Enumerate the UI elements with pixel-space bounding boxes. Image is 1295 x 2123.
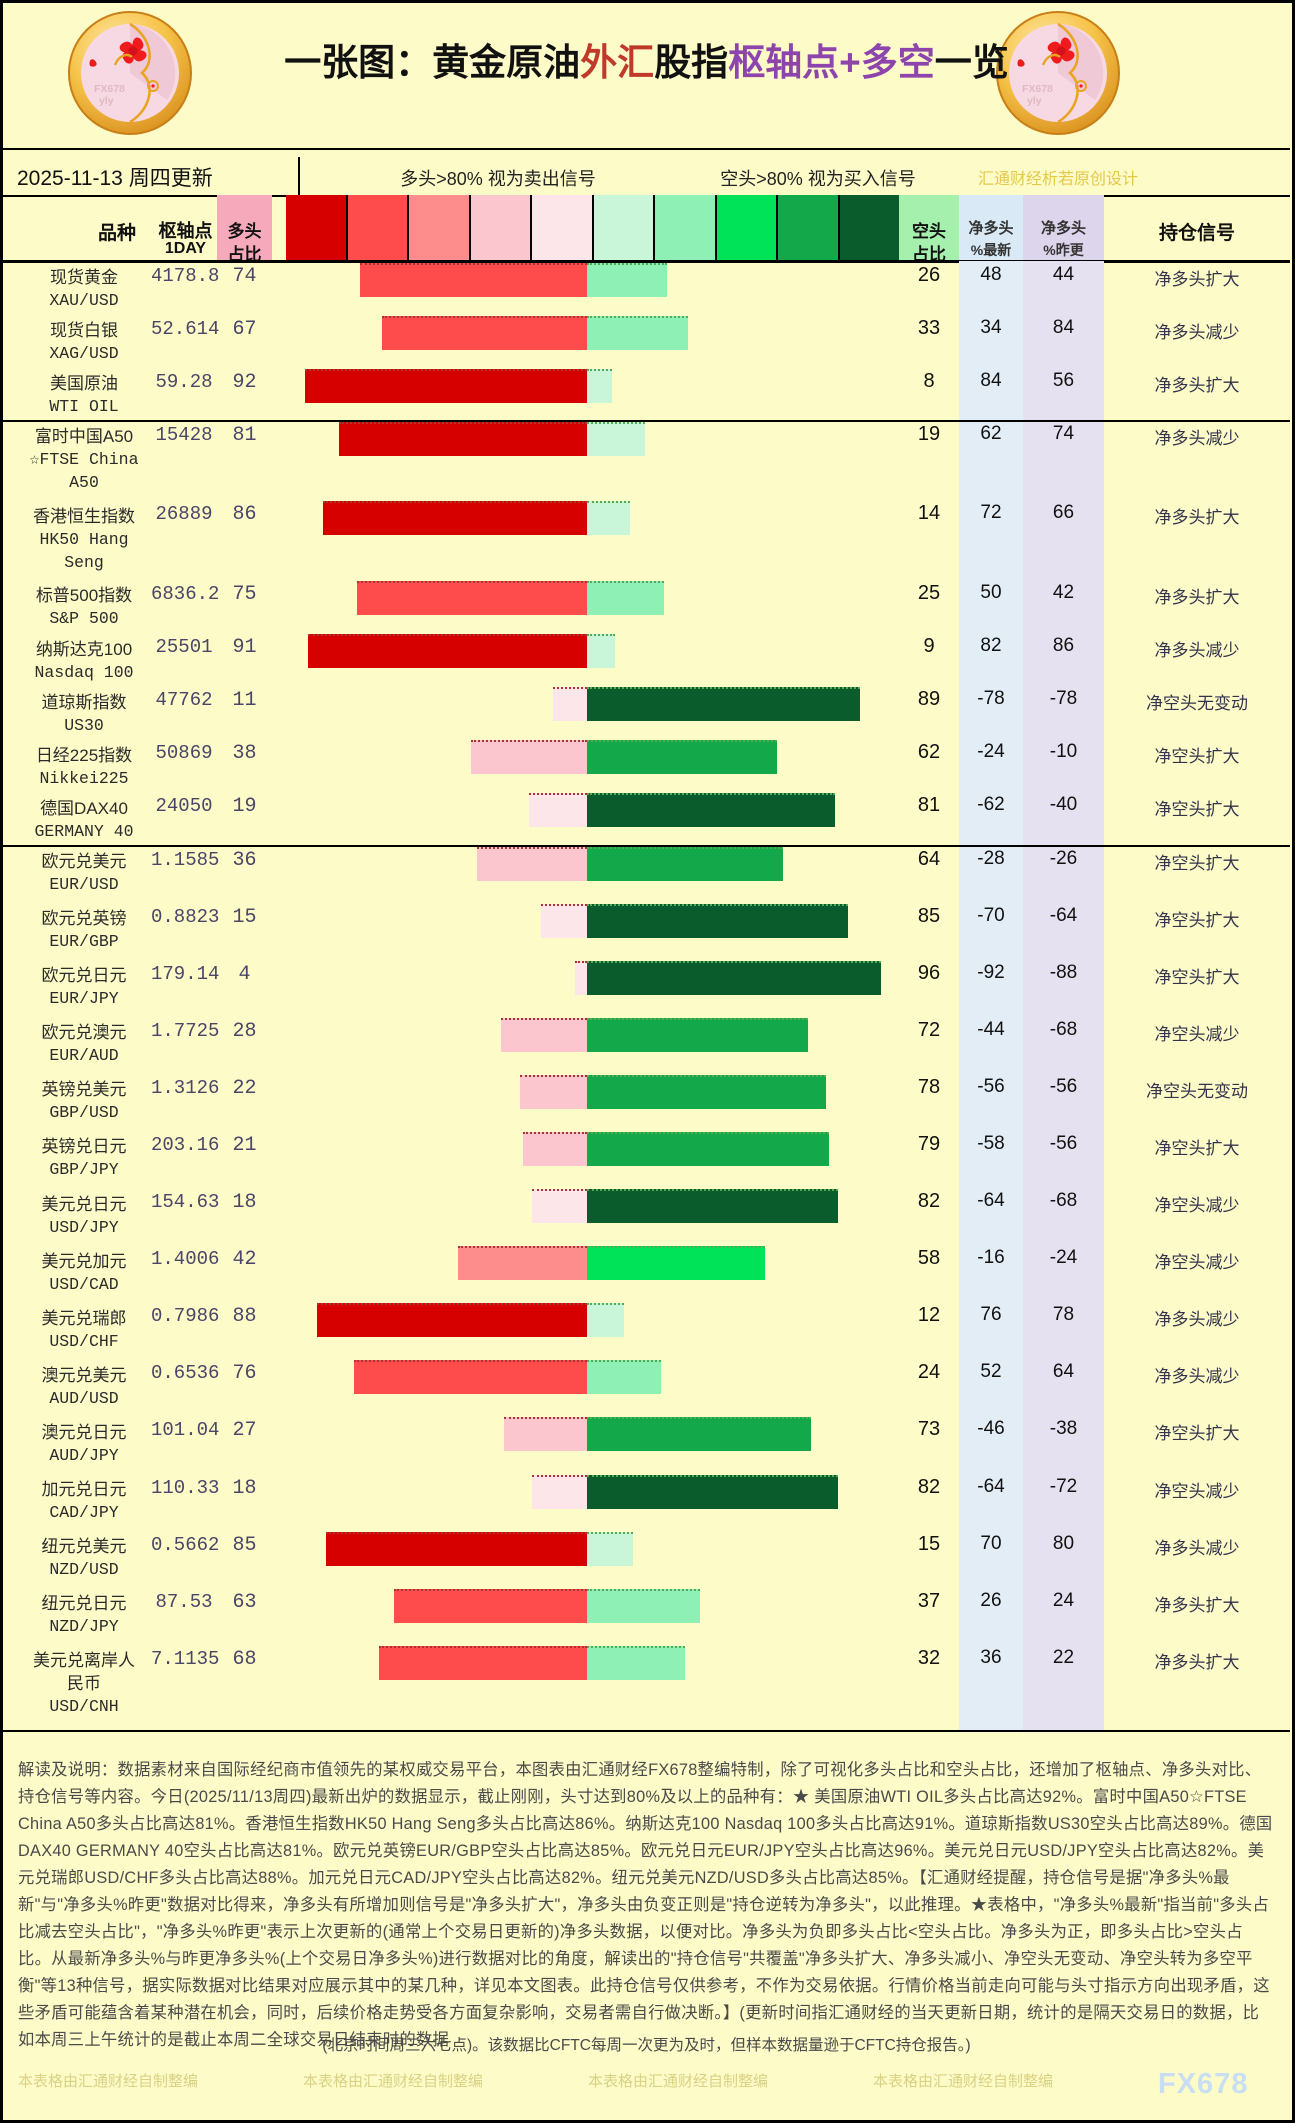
svg-text:yly: yly xyxy=(1027,95,1042,107)
svg-text:yly: yly xyxy=(99,95,114,107)
